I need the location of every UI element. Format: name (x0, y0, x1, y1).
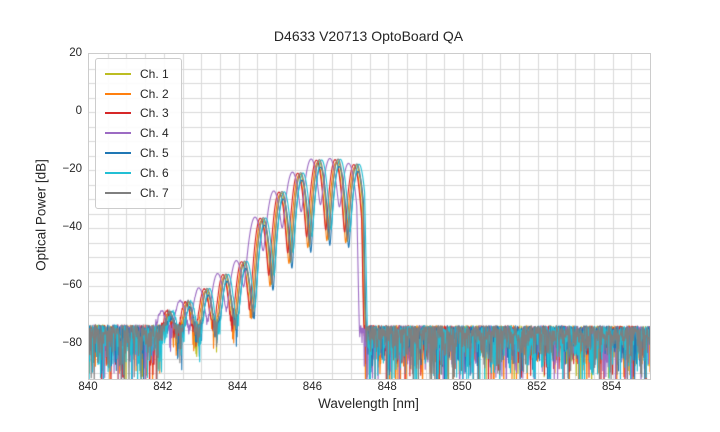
legend-line-swatch (105, 72, 131, 75)
y-axis-label: Optical Power [dB] (33, 159, 49, 271)
y-tick-label: −60 (62, 278, 82, 291)
legend-item: Ch. 6 (105, 163, 169, 183)
legend-line-swatch (105, 92, 131, 95)
x-axis-label: Wavelength [nm] (318, 396, 419, 411)
legend-item: Ch. 3 (105, 104, 169, 124)
legend-label: Ch. 1 (140, 66, 169, 81)
spectrum-canvas (89, 54, 650, 379)
legend-item: Ch. 5 (105, 143, 169, 163)
legend-item: Ch. 7 (105, 183, 169, 203)
legend: Ch. 1 Ch. 2 Ch. 3 Ch. 4 Ch. 5 Ch. 6 Ch. 7 (95, 58, 182, 209)
legend-line-swatch (105, 191, 131, 194)
legend-label: Ch. 6 (140, 165, 169, 180)
y-tick-label: −80 (62, 336, 82, 349)
x-tick-label: 840 (78, 381, 98, 393)
y-tick-label: −40 (62, 220, 82, 233)
x-tick-label: 846 (302, 381, 322, 393)
legend-label: Ch. 4 (140, 126, 169, 141)
legend-label: Ch. 7 (140, 185, 169, 200)
legend-item: Ch. 4 (105, 123, 169, 143)
legend-label: Ch. 5 (140, 146, 169, 161)
x-tick-label: 842 (153, 381, 173, 393)
legend-line-swatch (105, 171, 131, 174)
x-tick-label: 844 (228, 381, 248, 393)
plot-area: Ch. 1 Ch. 2 Ch. 3 Ch. 4 Ch. 5 Ch. 6 Ch. 7 (88, 53, 651, 380)
x-tick-label: 854 (602, 381, 622, 393)
legend-line-swatch (105, 132, 131, 135)
legend-item: Ch. 1 (105, 64, 169, 84)
y-tick-label: 20 (69, 46, 82, 59)
x-tick-label: 850 (452, 381, 472, 393)
legend-label: Ch. 3 (140, 106, 169, 121)
legend-item: Ch. 2 (105, 84, 169, 104)
x-tick-label: 848 (377, 381, 397, 393)
y-tick-label: −20 (62, 162, 82, 175)
legend-label: Ch. 2 (140, 86, 169, 101)
x-tick-label: 852 (527, 381, 547, 393)
chart-title: D4633 V20713 OptoBoard QA (273, 28, 464, 44)
legend-line-swatch (105, 152, 131, 155)
y-tick-label: 0 (75, 104, 82, 117)
legend-line-swatch (105, 112, 131, 115)
